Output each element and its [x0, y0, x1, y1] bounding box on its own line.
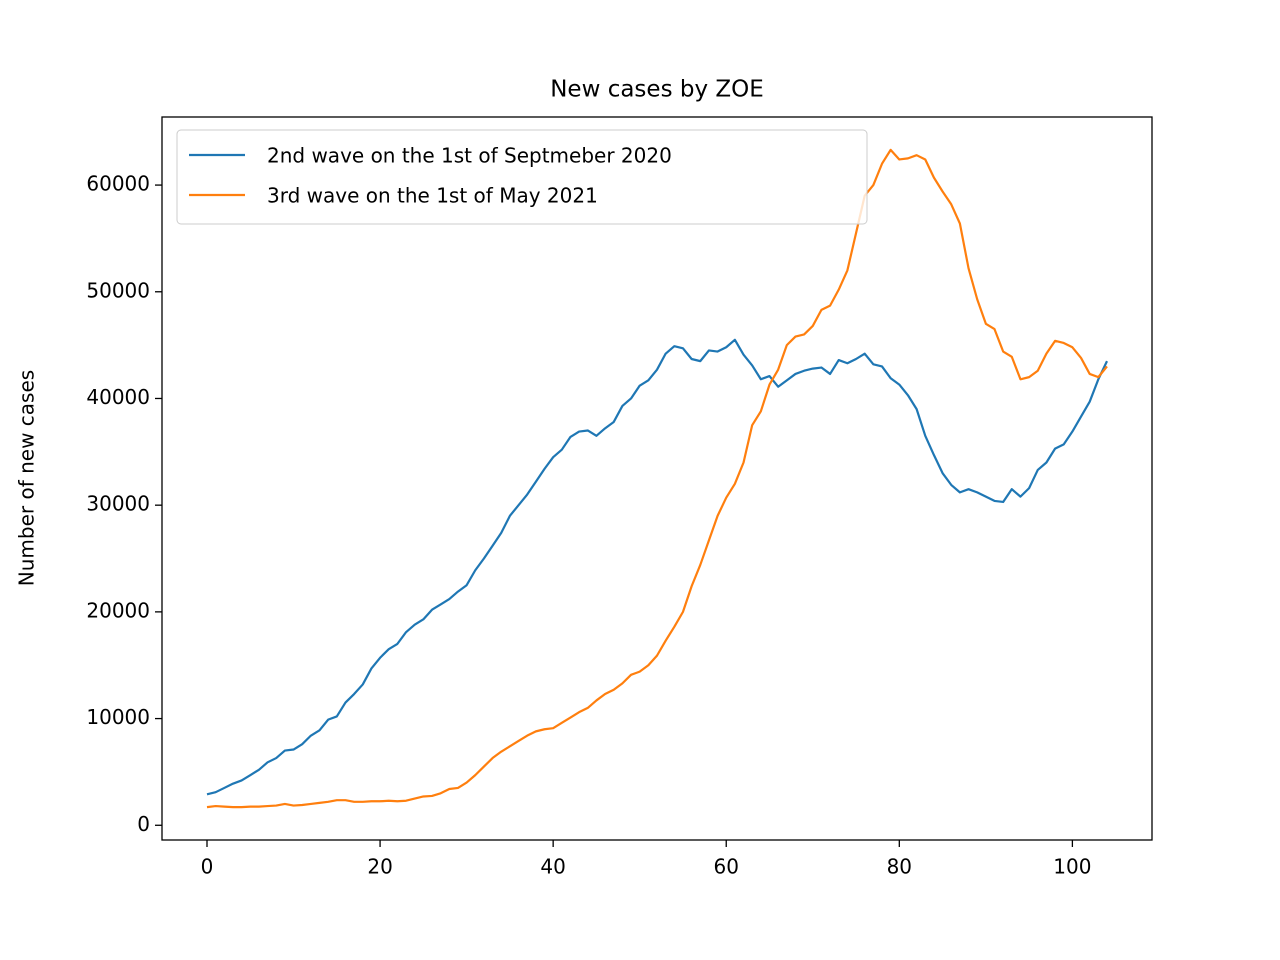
legend-box: [176, 129, 868, 225]
series-line: [206, 338, 1108, 796]
x-tick-label: 80: [887, 855, 912, 879]
y-tick-label: 20000: [86, 598, 150, 622]
plot-frame: [161, 116, 1153, 841]
x-tick-label: 60: [714, 855, 739, 879]
y-axis-label: Number of new cases: [15, 370, 39, 586]
y-tick-label: 50000: [86, 278, 150, 302]
y-tick-label: 40000: [86, 385, 150, 409]
y-tick-label: 60000: [86, 172, 150, 196]
legend-label: 3rd wave on the 1st of May 2021: [267, 184, 598, 208]
series-line: [206, 148, 1108, 809]
y-tick-label: 0: [137, 812, 150, 836]
legend-label: 2nd wave on the 1st of Septmeber 2020: [267, 144, 672, 168]
x-tick-label: 40: [540, 855, 565, 879]
chart-title: New cases by ZOE: [550, 77, 764, 103]
x-tick-label: 0: [201, 855, 214, 879]
y-tick-label: 10000: [86, 705, 150, 729]
y-tick-label: 30000: [86, 492, 150, 516]
x-tick-label: 100: [1053, 855, 1091, 879]
x-tick-label: 20: [367, 855, 392, 879]
